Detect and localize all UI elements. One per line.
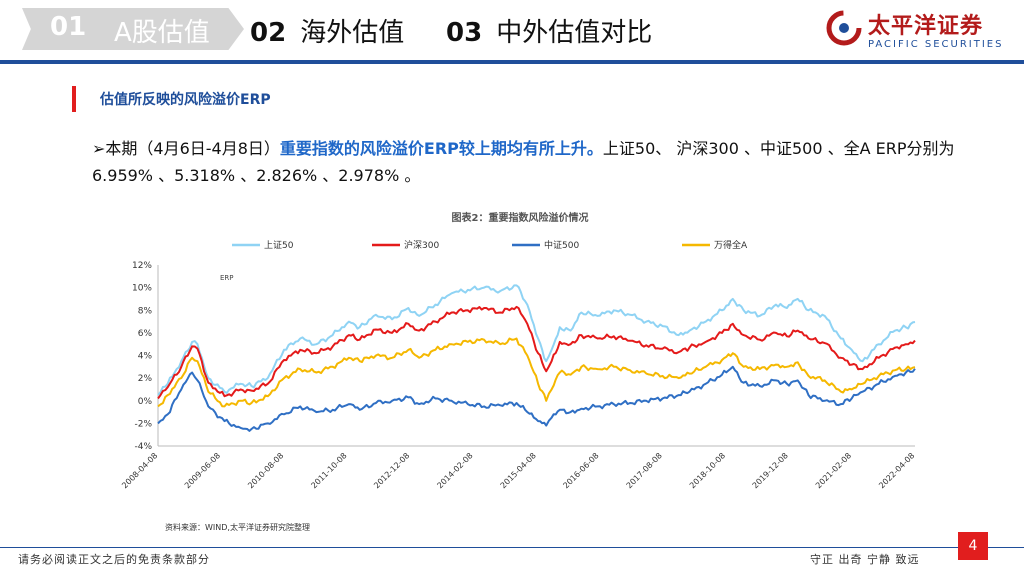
x-tick-label: 2008-04-08 [120,451,159,490]
footer-divider [0,547,1024,548]
nav-tab-comparison[interactable]: 03 中外估值对比 [446,12,652,49]
section-title: 估值所反映的风险溢价ERP [100,92,271,108]
series-line [157,337,916,408]
legend-label: 沪深300 [404,239,439,251]
nav-tab-label: A股估值 [114,18,210,48]
footer-disclaimer: 请务必阅读正文之后的免责条款部分 [18,553,210,566]
nav-tab-number: 03 [446,18,483,48]
x-tick-label: 2016-06-08 [561,451,600,490]
top-nav: 01 A股估值 02 海外估值 03 中外估值对比 太平洋证券 PACIFIC SE… [0,0,1024,60]
legend-label: 中证500 [544,239,579,251]
y-tick-label: 10% [132,284,152,294]
y-tick-label: 8% [138,306,153,316]
x-tick-label: 2010-08-08 [246,451,285,490]
logo-english-name: PACIFIC SECURITIES [868,39,1004,50]
nav-tab-label: 海外估值 [300,18,405,48]
summary-highlight: 重要指数的风险溢价ERP较上期均有所上升。 [279,139,603,158]
x-tick-label: 2019-12-08 [751,451,790,490]
x-tick-label: 2022-04-08 [877,451,916,490]
y-tick-label: 4% [138,352,153,362]
x-tick-label: 2017-08-08 [625,451,664,490]
y-tick-label: -4% [134,442,152,452]
x-tick-label: 2018-10-08 [688,451,727,490]
nav-divider [0,60,1024,64]
nav-tab-number: 02 [250,18,287,48]
x-tick-label: 2012-12-08 [372,451,411,490]
nav-tab-label: 中外估值对比 [496,18,653,48]
series-line [157,284,916,396]
axis-title: ERP [220,274,234,282]
nav-tab-a-share[interactable]: 01 A股估值 [22,8,244,50]
logo-chinese-name: 太平洋证券 [868,14,984,39]
x-tick-label: 2014-02-08 [435,451,474,490]
y-tick-label: 0% [138,397,153,407]
y-tick-label: -2% [134,419,152,429]
legend-label: 上证50 [264,240,294,251]
nav-tab-overseas[interactable]: 02 海外估值 [250,12,404,49]
footer-motto: 守正 出奇 宁静 致远 [810,553,920,566]
x-tick-label: 2021-02-08 [814,451,853,490]
series-line [157,365,916,432]
section-marker [72,86,76,112]
chart-source: 资料来源：WIND,太平洋证券研究院整理 [165,522,310,532]
x-tick-label: 2009-06-08 [183,451,222,490]
chart-title: 图表2：重要指数风险溢价情况 [452,211,589,224]
y-tick-label: 2% [138,374,153,384]
bullet-arrow-icon: ➢ [92,139,106,158]
y-tick-label: 6% [138,329,153,339]
y-tick-label: 12% [132,261,152,271]
series-line [157,305,916,400]
nav-tab-number: 01 [50,12,87,42]
summary-prefix: 本期（4月6日-4月8日） [105,139,280,158]
x-tick-label: 2011-10-08 [309,451,348,490]
legend-label: 万得全A [714,239,748,251]
pacific-logo-icon [826,10,862,46]
x-tick-label: 2015-04-08 [499,451,538,490]
company-logo: 太平洋证券 PACIFIC SECURITIES [826,6,1016,56]
page-number: 4 [958,532,988,560]
summary-suffix: 上证50、 沪深300 、中证500 、全A ERP分别为6.959% 、5.3… [92,139,955,185]
summary-paragraph: ➢本期（4月6日-4月8日）重要指数的风险溢价ERP较上期均有所上升。上证50、… [92,135,982,189]
